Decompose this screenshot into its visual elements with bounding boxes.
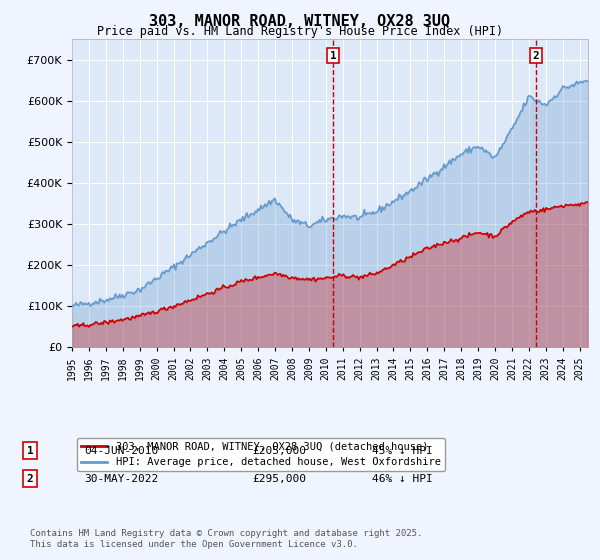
Text: £295,000: £295,000 (252, 474, 306, 484)
Text: 303, MANOR ROAD, WITNEY, OX28 3UQ: 303, MANOR ROAD, WITNEY, OX28 3UQ (149, 14, 451, 29)
Text: £205,000: £205,000 (252, 446, 306, 456)
Text: 1: 1 (329, 50, 336, 60)
Text: Contains HM Land Registry data © Crown copyright and database right 2025.
This d: Contains HM Land Registry data © Crown c… (30, 529, 422, 549)
Text: 04-JUN-2010: 04-JUN-2010 (84, 446, 158, 456)
Text: 45% ↓ HPI: 45% ↓ HPI (372, 446, 433, 456)
Text: 46% ↓ HPI: 46% ↓ HPI (372, 474, 433, 484)
Text: 2: 2 (532, 50, 539, 60)
Legend: 303, MANOR ROAD, WITNEY, OX28 3UQ (detached house), HPI: Average price, detached: 303, MANOR ROAD, WITNEY, OX28 3UQ (detac… (77, 438, 445, 472)
Text: Price paid vs. HM Land Registry's House Price Index (HPI): Price paid vs. HM Land Registry's House … (97, 25, 503, 38)
Text: 1: 1 (26, 446, 34, 456)
Text: 30-MAY-2022: 30-MAY-2022 (84, 474, 158, 484)
Text: 2: 2 (26, 474, 34, 484)
